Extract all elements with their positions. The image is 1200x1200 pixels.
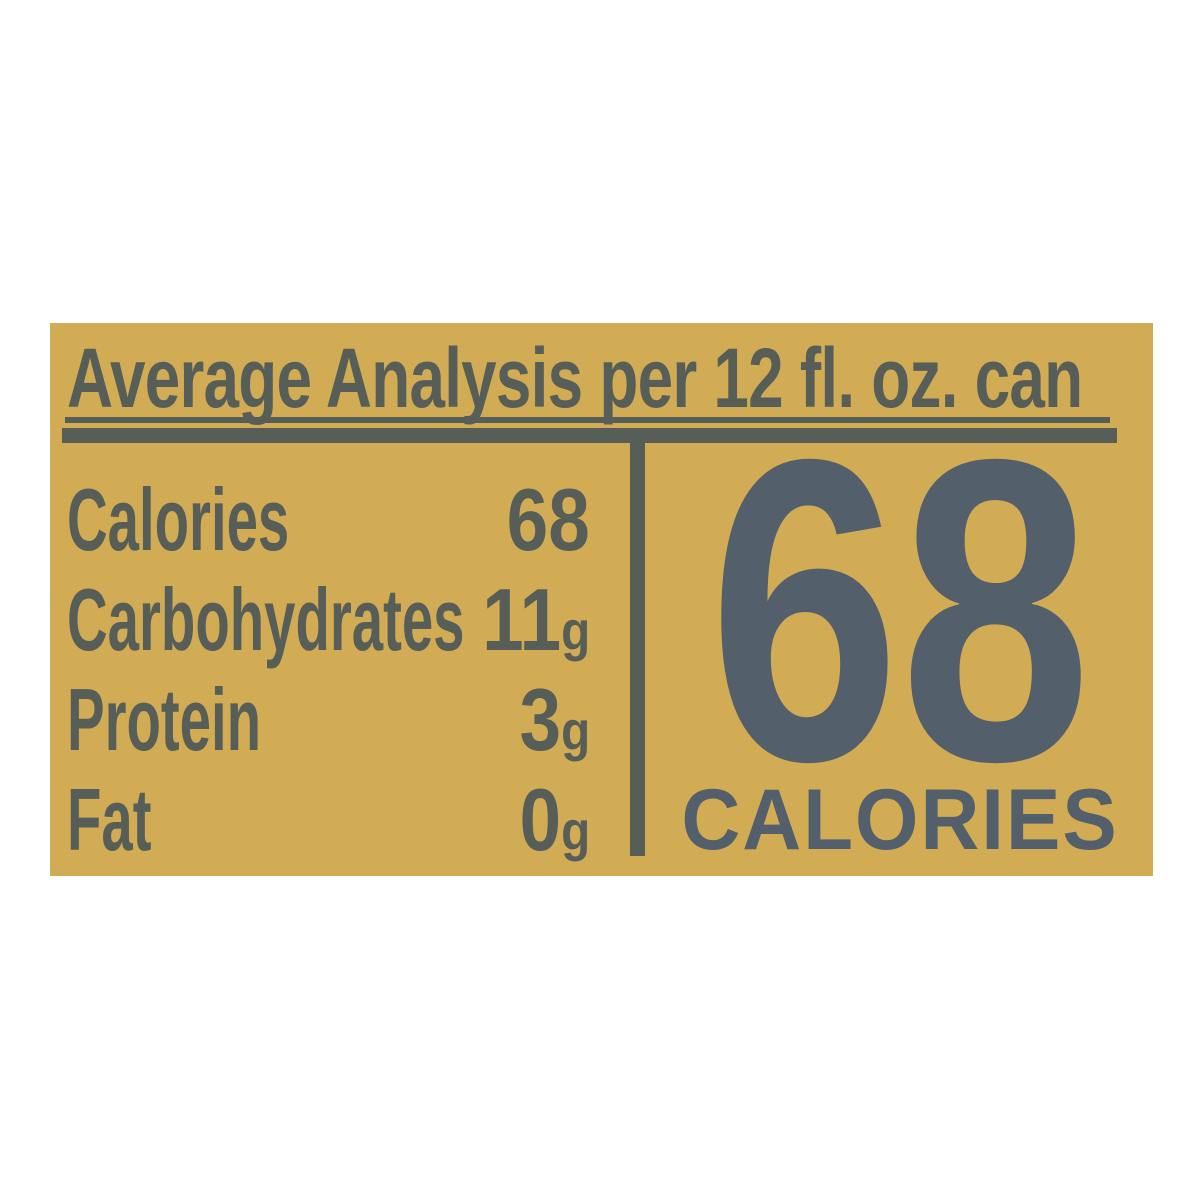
header-divider-rule [62, 428, 1117, 443]
vertical-divider-rule [630, 443, 645, 856]
nutrition-panel: Average Analysis per 12 fl. oz. can Calo… [50, 323, 1153, 876]
title-underline-rule [65, 417, 1110, 423]
table-row-fat: Fat 0g [67, 770, 590, 870]
calorie-highlight-value: 68 [708, 371, 1092, 851]
table-row-carbohydrates: Carbohydrates 11g [67, 570, 590, 670]
row-value: 11g [482, 570, 590, 681]
row-value-number: 0 [519, 770, 561, 869]
row-value-number: 11 [481, 570, 561, 669]
row-value: 0g [519, 770, 590, 881]
row-label: Carbohydrates [67, 570, 465, 669]
row-value: 3g [519, 670, 590, 781]
calorie-highlight-label: CALORIES [681, 772, 1119, 868]
row-value-number: 68 [506, 470, 590, 569]
row-value: 68 [507, 470, 590, 581]
row-label: Protein [67, 670, 262, 769]
row-value-unit: g [560, 799, 590, 862]
table-row-protein: Protein 3g [67, 670, 590, 770]
row-value-number: 3 [519, 670, 561, 769]
row-label: Fat [67, 770, 152, 869]
row-value-unit: g [560, 599, 590, 662]
panel-title: Average Analysis per 12 fl. oz. can [67, 331, 1083, 425]
table-row-calories: Calories 68 [67, 470, 590, 570]
nutrition-rows: Calories 68 Carbohydrates 11g Protein 3g… [67, 470, 590, 870]
row-label: Calories [67, 470, 290, 569]
row-value-unit: g [560, 699, 590, 762]
